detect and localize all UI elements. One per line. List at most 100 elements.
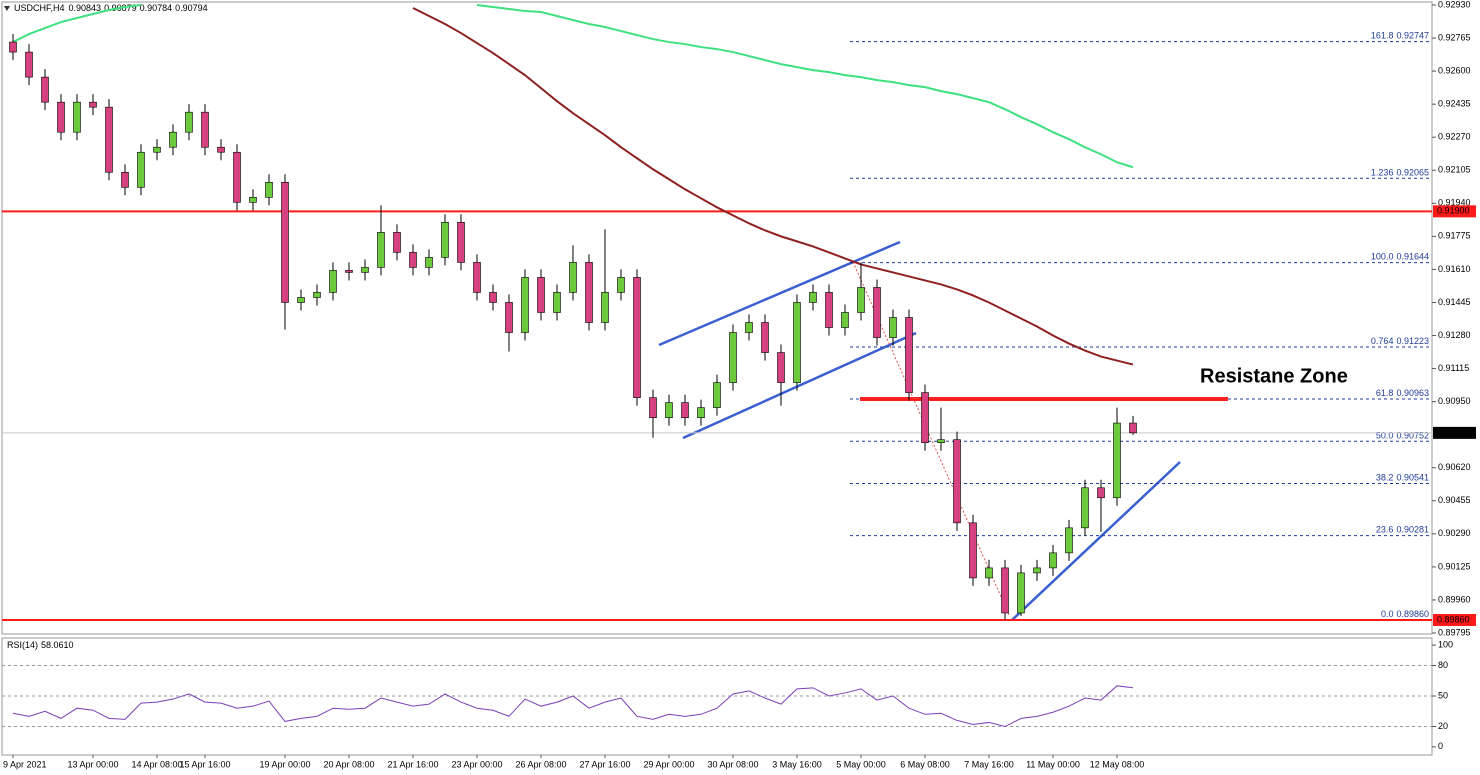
- y-tick-label: 0.89960: [1438, 594, 1471, 604]
- candle-body: [841, 312, 849, 328]
- candle-body: [281, 181, 289, 303]
- x-tick-label: 7 May 16:00: [964, 759, 1014, 769]
- y-tick-label: 0.91940: [1438, 198, 1471, 208]
- x-tick-label: 26 Apr 08:00: [515, 759, 566, 769]
- x-tick-label: 23 Apr 00:00: [451, 759, 502, 769]
- candle-body: [201, 111, 209, 148]
- candle-body: [297, 297, 305, 303]
- candle-body: [825, 292, 833, 328]
- x-tick-label: 14 Apr 08:00: [131, 759, 182, 769]
- candle-body: [777, 352, 785, 383]
- y-tick-label: 0.90620: [1438, 462, 1471, 472]
- candle-body: [793, 302, 801, 383]
- fib-label: 0.0 0.89860: [1381, 609, 1429, 619]
- price-panel: [1, 1, 1433, 635]
- fib-level: 100.0: [1371, 252, 1394, 262]
- y-tick-label: 0.92435: [1438, 99, 1471, 109]
- candle-body: [729, 332, 737, 383]
- fib-label: 61.8 0.90963: [1376, 388, 1429, 398]
- current-price-badge: [1433, 426, 1476, 439]
- fib-price: 0.92747: [1396, 31, 1429, 41]
- candle-body: [985, 567, 993, 579]
- candle-body: [649, 397, 657, 418]
- candle-body: [1097, 487, 1105, 499]
- x-tick-label: 5 May 00:00: [836, 759, 886, 769]
- fib-price: 0.91223: [1396, 336, 1429, 346]
- y-tick-label: 0.92765: [1438, 32, 1471, 42]
- candle-body: [121, 171, 129, 188]
- fib-label: 0.764 0.91223: [1371, 336, 1429, 346]
- fib-price: 0.90541: [1396, 473, 1429, 483]
- moving-average: [12, 4, 1134, 169]
- candle-body: [313, 292, 321, 298]
- fib-price: 0.92065: [1396, 168, 1429, 178]
- candle-body: [489, 292, 497, 303]
- candle-body: [1081, 487, 1089, 529]
- candle-body: [713, 382, 721, 408]
- channel-upper: [658, 240, 901, 347]
- rsi-panel: [1, 637, 1433, 756]
- chart-header: USDCHF,H4 0.90843 0.90879 0.90784 0.90794: [14, 3, 208, 13]
- fib-label: 100.0 0.91644: [1371, 252, 1429, 262]
- rsi-tick-label: 20: [1438, 721, 1448, 731]
- candle-body: [681, 402, 689, 418]
- candle-body: [473, 262, 481, 293]
- candle-body: [809, 292, 817, 303]
- price-badge-label: 0.89860: [1437, 614, 1470, 624]
- fib-label: 161.8 0.92747: [1371, 31, 1429, 41]
- candle-body: [585, 262, 593, 323]
- fib-price: 0.90963: [1396, 388, 1429, 398]
- fib-price: 0.91644: [1396, 252, 1429, 262]
- candle-body: [1033, 567, 1041, 574]
- fib-level: 161.8: [1371, 31, 1394, 41]
- rsi-tick-label: 0: [1438, 741, 1443, 751]
- candle-body: [953, 439, 961, 524]
- fib-level: 1.236: [1371, 168, 1394, 178]
- rsi-header: RSI(14) 58.0610: [7, 640, 74, 650]
- ohlc-low: 0.90784: [140, 3, 173, 13]
- price-badge: [1433, 613, 1476, 626]
- fib-label: 50.0 0.90752: [1376, 431, 1429, 441]
- rsi-tick-label: 50: [1438, 690, 1448, 700]
- resistance-label: Resistane Zone: [1200, 365, 1348, 387]
- rsi-tick-label: 100: [1438, 639, 1453, 649]
- candle-body: [41, 76, 49, 103]
- menu-icon: [4, 6, 10, 11]
- candle-body: [377, 232, 385, 268]
- fib-level: 61.8: [1376, 388, 1394, 398]
- y-tick-label: 0.92600: [1438, 65, 1471, 75]
- fib-label: 38.2 0.90541: [1376, 473, 1429, 483]
- rsi-tick-label: 80: [1438, 660, 1448, 670]
- fib-level: 0.764: [1371, 336, 1394, 346]
- candle-body: [185, 111, 193, 133]
- candle-body: [905, 317, 913, 393]
- candle-body: [601, 292, 609, 323]
- candle-body: [105, 106, 113, 173]
- x-tick-label: 21 Apr 16:00: [387, 759, 438, 769]
- candle-body: [873, 287, 881, 338]
- x-tick-label: 6 May 08:00: [900, 759, 950, 769]
- fib-label: 1.236 0.92065: [1371, 168, 1429, 178]
- candle-body: [553, 292, 561, 313]
- rsi-line: [12, 685, 1134, 728]
- x-tick-label: 19 Apr 00:00: [259, 759, 310, 769]
- candle-body: [521, 277, 529, 333]
- fib-price: 0.90281: [1396, 525, 1429, 535]
- current-price-label: 0.90794: [1437, 427, 1470, 437]
- y-tick-label: 0.91280: [1438, 330, 1471, 340]
- candle-body: [889, 317, 897, 338]
- x-tick-label: 20 Apr 08:00: [323, 759, 374, 769]
- x-tick-label: 30 Apr 08:00: [707, 759, 758, 769]
- y-tick-label: 0.91445: [1438, 297, 1471, 307]
- candle-body: [9, 41, 17, 53]
- candle-body: [617, 277, 625, 293]
- candle-body: [969, 522, 977, 579]
- candle-body: [89, 101, 97, 108]
- x-tick-label: 3 May 16:00: [772, 759, 822, 769]
- candle-body: [217, 146, 225, 153]
- candle-body: [937, 439, 945, 443]
- candle-body: [73, 101, 81, 133]
- y-tick-label: 0.90125: [1438, 561, 1471, 571]
